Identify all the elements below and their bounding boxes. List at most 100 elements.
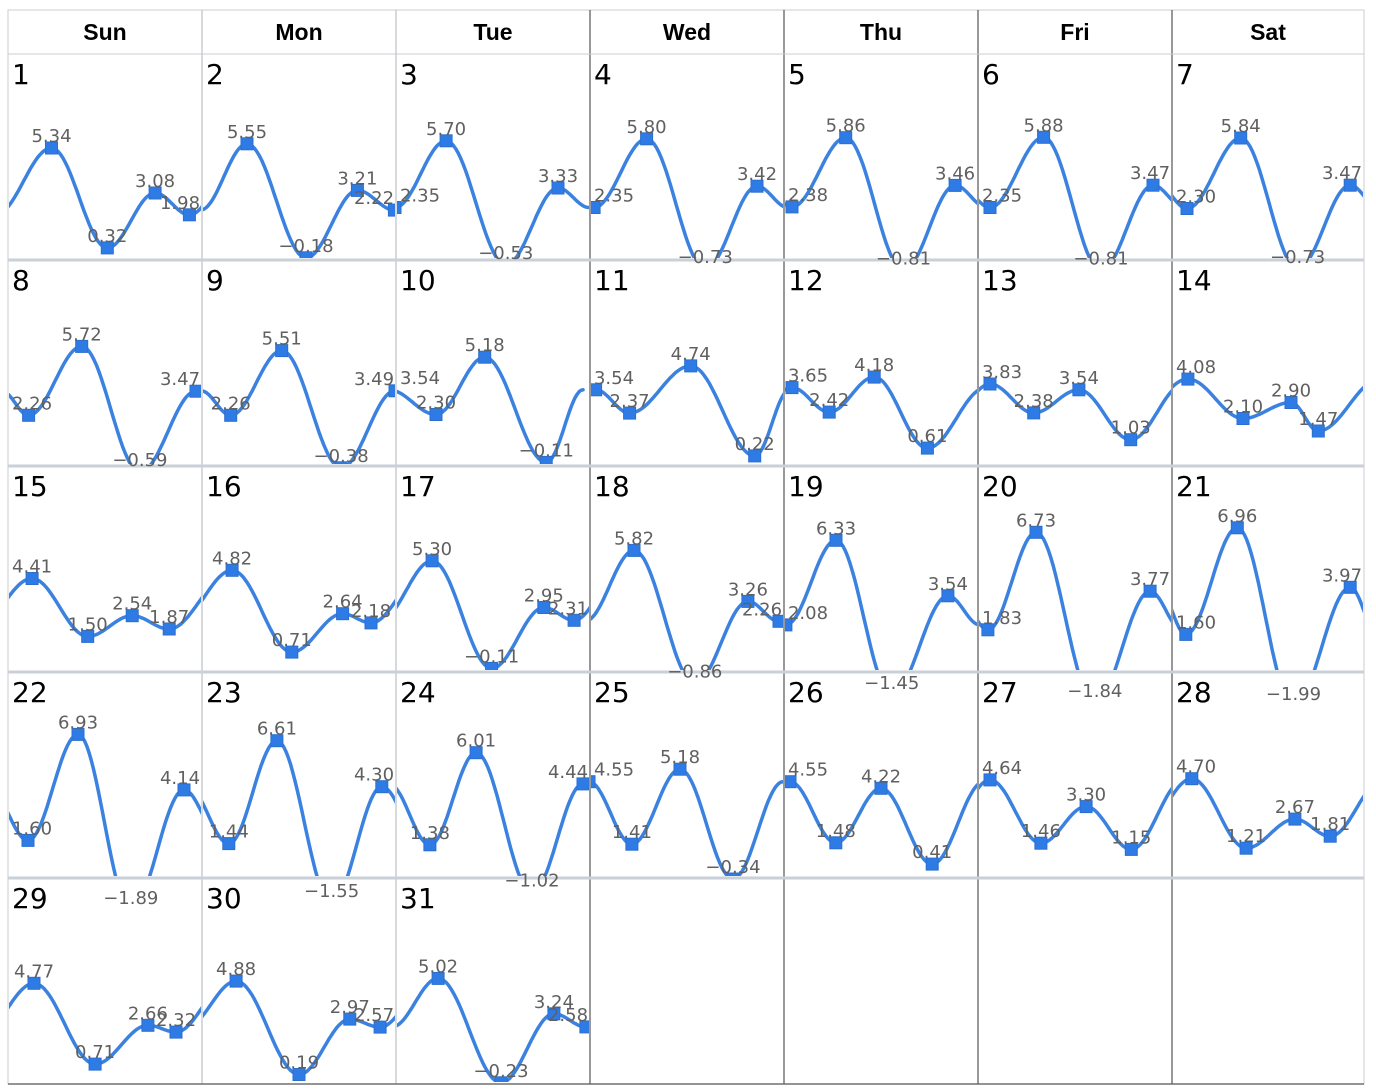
tide-value-label: 1.38 <box>410 823 450 844</box>
tide-point <box>350 183 364 197</box>
day-cell: 2.26 5.72 −0.59 3.47 8 <box>9 264 201 471</box>
day-number: 12 <box>788 264 824 297</box>
tide-point <box>684 359 698 373</box>
tide-value-label: 4.30 <box>354 765 394 786</box>
day-cell: 4.64 1.463.301.15 27 <box>979 676 1171 856</box>
day-cell: 2.38 5.86 −0.81 3.46 5 <box>785 58 977 269</box>
tide-point <box>1185 772 1199 786</box>
tide-value-label: −0.81 <box>876 248 931 269</box>
tide-value-label: 0.22 <box>735 434 775 455</box>
tide-value-label: 5.18 <box>465 335 505 356</box>
day-cell: 5.82 −0.86 3.262.26 18 <box>591 470 783 682</box>
tide-point <box>285 645 299 659</box>
tide-value-label: 2.10 <box>1223 397 1263 418</box>
tide-point <box>429 408 443 421</box>
tide-point <box>785 618 793 632</box>
tide-series-line <box>9 981 201 1066</box>
day-number: 18 <box>594 470 630 503</box>
tide-series-line <box>397 750 589 876</box>
tide-point <box>640 132 654 146</box>
tide-value-label: 1.87 <box>149 607 189 628</box>
tide-value-label: 2.35 <box>400 186 440 207</box>
tide-value-label: 3.08 <box>135 171 175 192</box>
tide-point <box>983 773 997 787</box>
day-cell: 4.41 1.502.541.87 15 <box>9 470 201 643</box>
tide-value-label: 2.67 <box>1275 797 1315 818</box>
tide-value-label: −0.38 <box>314 446 369 467</box>
weekday-label: Mon <box>275 19 322 45</box>
tide-value-label: −0.73 <box>678 247 733 268</box>
tide-value-label: 6.73 <box>1016 510 1056 531</box>
tide-value-label: 2.26 <box>12 393 52 414</box>
tide-value-label: 2.64 <box>323 592 363 613</box>
tide-value-label: 2.54 <box>112 594 152 615</box>
tide-point <box>189 384 201 398</box>
tide-point <box>673 762 687 776</box>
tide-point <box>222 837 236 851</box>
tide-value-label: 2.66 <box>128 1003 168 1024</box>
tide-point <box>591 775 596 789</box>
tide-value-label: 1.83 <box>982 608 1022 629</box>
tide-value-label: 4.77 <box>14 961 54 982</box>
tide-value-label: 4.64 <box>982 758 1022 779</box>
weekday-label: Sat <box>1250 19 1286 45</box>
tide-value-label: 3.54 <box>1059 368 1099 389</box>
tide-point <box>576 777 589 791</box>
tide-value-label: 2.32 <box>156 1010 196 1031</box>
tide-point <box>177 783 191 797</box>
tide-point <box>1311 424 1325 438</box>
tide-point <box>983 201 997 214</box>
day-cell: 2.30 5.84 −0.73 3.47 7 <box>1173 58 1363 268</box>
tide-value-label: −0.81 <box>1073 248 1128 269</box>
day-cell: 1.60 6.93 −1.89 4.14 22 <box>9 676 201 909</box>
tide-value-label: 4.70 <box>1176 757 1216 778</box>
tide-series-line <box>591 548 783 670</box>
tide-value-label: −1.84 <box>1067 681 1122 702</box>
tide-point <box>182 208 196 222</box>
day-cell: 2.35 5.88 −0.81 3.47 6 <box>979 58 1171 269</box>
tide-point <box>539 455 553 464</box>
tide-point <box>1343 580 1357 594</box>
tide-value-label: −0.34 <box>705 857 760 878</box>
tide-point <box>981 623 995 637</box>
tide-point <box>375 780 389 794</box>
tide-value-label: −0.59 <box>112 450 167 471</box>
tide-value-label: −0.73 <box>1270 247 1325 268</box>
tide-point <box>1029 525 1043 539</box>
tide-point <box>1284 396 1298 409</box>
tide-value-label: −1.99 <box>1266 684 1321 705</box>
tide-value-label: 5.86 <box>826 116 866 137</box>
tide-point <box>75 339 89 353</box>
tide-point <box>439 134 453 148</box>
tide-value-label: 0.41 <box>912 842 952 863</box>
day-number: 9 <box>206 264 224 297</box>
tide-point <box>1124 433 1138 447</box>
tide-point <box>364 616 378 630</box>
tide-value-label: 4.41 <box>12 557 52 578</box>
tide-value-label: 4.18 <box>854 355 894 376</box>
day-cell: 5.55 −0.18 3.212.22 2 <box>203 58 395 258</box>
day-number: 21 <box>1176 470 1212 503</box>
tide-value-label: 3.97 <box>1322 565 1362 586</box>
day-number: 7 <box>1176 58 1194 91</box>
tide-point <box>1239 841 1253 855</box>
tide-value-label: 5.02 <box>418 956 458 977</box>
tide-point <box>983 377 997 391</box>
tide-point <box>373 1020 387 1034</box>
tide-value-label: 6.01 <box>456 731 496 752</box>
tide-value-label: 2.42 <box>809 390 849 411</box>
tide-value-label: 3.42 <box>737 164 777 185</box>
tide-point <box>21 833 35 847</box>
tide-value-label: 1.41 <box>612 822 652 843</box>
day-cell: 1.38 6.01 −1.02 4.44 24 <box>397 676 589 892</box>
tide-series-line <box>9 576 201 639</box>
tide-series-line <box>203 738 395 876</box>
tide-value-label: −0.23 <box>473 1061 528 1082</box>
tide-value-label: 6.93 <box>58 712 98 733</box>
tide-point <box>81 629 95 643</box>
tide-point <box>270 734 284 748</box>
tide-value-label: 1.47 <box>1298 409 1338 430</box>
tide-value-label: 5.84 <box>1221 116 1261 137</box>
day-number: 11 <box>594 264 630 297</box>
tide-value-label: 2.26 <box>742 599 782 620</box>
